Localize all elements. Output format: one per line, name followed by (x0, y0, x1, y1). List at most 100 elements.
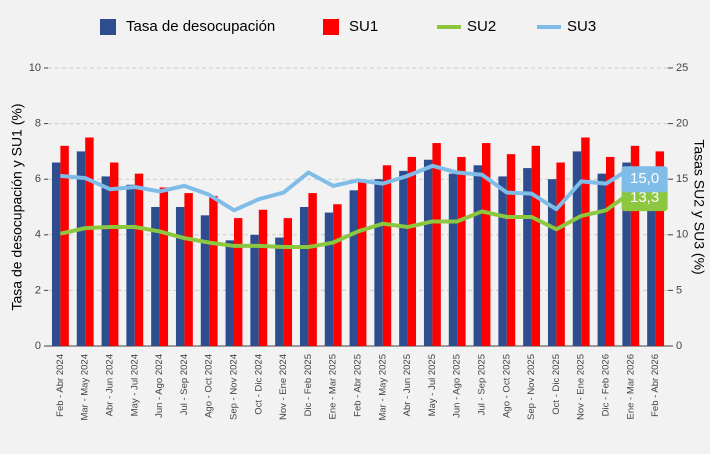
x-tick-label: Jun - Ago 2025 (452, 354, 463, 418)
bar (308, 193, 317, 346)
bar (159, 187, 169, 346)
bar (358, 181, 367, 346)
y-axis-title: Tasa de desocupación y SU1 (%) (9, 104, 25, 311)
bar (76, 151, 86, 346)
y-tick-label: 10 (29, 62, 41, 74)
line (60, 163, 657, 213)
line (59, 190, 657, 250)
bar (382, 165, 392, 346)
bar (630, 145, 640, 346)
x-tick-label: Oct - Dic 2025 (551, 354, 562, 415)
bar (234, 218, 243, 346)
x-tick-label: Feb - Abr 2024 (55, 354, 66, 417)
bar (423, 159, 433, 346)
y-tick-label: 2 (35, 284, 41, 296)
bar (506, 154, 516, 346)
y2-axis-title: Tasas SU2 y SU3 (%) (691, 139, 707, 274)
bar (399, 170, 408, 346)
bar (432, 143, 441, 346)
y-tick-label: 6 (35, 173, 41, 185)
y-tick-label: 4 (35, 229, 41, 241)
bar (647, 173, 656, 346)
bar (175, 207, 185, 346)
bar (473, 165, 482, 346)
bar (597, 173, 606, 346)
x-tick-label: Ene - Mar 2026 (625, 354, 636, 419)
bar (250, 234, 259, 346)
bar (333, 204, 342, 346)
bar (606, 156, 615, 346)
bar (60, 145, 69, 346)
bar (572, 151, 582, 346)
bar (498, 176, 507, 346)
legend-label: SU1 (349, 18, 378, 35)
legend-swatch (100, 19, 116, 35)
bar (448, 173, 458, 346)
bar (184, 193, 193, 346)
y2-tick-label: 15 (676, 173, 688, 185)
bar (349, 190, 358, 346)
bar (101, 176, 110, 346)
bar (51, 162, 61, 346)
bar (547, 179, 557, 346)
x-tick-label: Jun - Ago 2024 (154, 354, 165, 418)
y-tick-label: 8 (35, 118, 41, 130)
x-tick-label: Dic - Feb 2025 (303, 354, 314, 416)
bar (225, 240, 234, 346)
legend-label: Tasa de desocupación (126, 18, 275, 35)
x-tick-label: Dic - Feb 2026 (601, 354, 612, 416)
x-tick-label: Abr - Jun 2025 (402, 354, 413, 416)
bar (110, 162, 119, 346)
x-tick-label: Nov - Ene 2024 (278, 354, 289, 420)
bar (457, 156, 466, 346)
x-tick-label: Abr - Jun 2024 (105, 354, 116, 416)
x-tick-label: Feb - Abr 2026 (650, 354, 661, 417)
bar (523, 168, 532, 346)
legend-label: SU3 (567, 18, 596, 35)
x-tick-label: Mar - May 2025 (377, 354, 388, 421)
x-tick-label: Ago - Oct 2024 (204, 354, 215, 418)
x-tick-label: Jul - Sep 2025 (477, 354, 488, 415)
bar (275, 237, 284, 346)
value-label: 13,3 (630, 189, 659, 206)
bar (531, 145, 541, 346)
x-tick-label: Feb - Abr 2025 (353, 354, 364, 417)
y2-tick-label: 0 (676, 340, 682, 352)
y2-tick-label: 5 (676, 284, 682, 296)
x-tick-label: May - Jul 2024 (129, 354, 140, 416)
bar (151, 207, 160, 346)
bar (200, 215, 210, 346)
bar (299, 207, 309, 346)
bar (556, 162, 565, 346)
bar (258, 209, 268, 346)
y2-tick-label: 25 (676, 62, 688, 74)
x-tick-label: Nov - Ene 2025 (576, 354, 587, 420)
bar (374, 179, 383, 346)
bar (581, 137, 590, 346)
y2-tick-label: 10 (676, 229, 688, 241)
legend-label: SU2 (467, 18, 496, 35)
x-tick-label: Oct - Dic 2024 (253, 354, 264, 415)
x-tick-label: Sep - Nov 2024 (229, 354, 240, 420)
bar (134, 173, 144, 346)
bar (655, 151, 665, 346)
x-tick-label: Ago - Oct 2025 (501, 354, 512, 418)
y2-tick-label: 20 (676, 118, 688, 130)
bar (407, 156, 417, 346)
value-label: 15,0 (630, 170, 659, 187)
x-tick-label: Sep - Nov 2025 (526, 354, 537, 420)
x-tick-label: Ene - Mar 2025 (328, 354, 339, 419)
bar (283, 218, 293, 346)
x-tick-label: Jul - Sep 2024 (179, 354, 190, 415)
bar (482, 143, 491, 346)
bar (324, 212, 334, 346)
x-tick-label: May - Jul 2025 (427, 354, 438, 416)
x-tick-label: Mar - May 2024 (80, 354, 91, 421)
bar (85, 137, 94, 346)
legend-swatch (323, 19, 339, 35)
y-tick-label: 0 (35, 340, 41, 352)
bar (622, 162, 631, 346)
value-label-box (621, 166, 668, 193)
bar (209, 195, 218, 346)
